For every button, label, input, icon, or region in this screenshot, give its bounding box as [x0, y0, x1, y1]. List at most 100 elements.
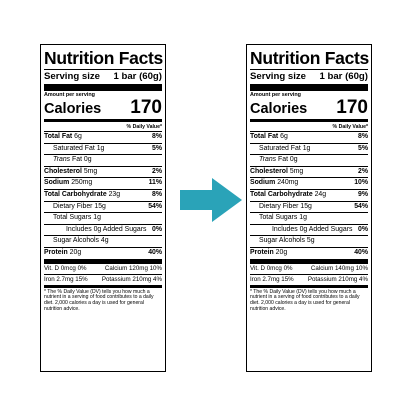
- nutrient-value: 5%: [358, 144, 368, 152]
- cholesterol-row: Cholesterol 5mg 2%: [44, 165, 162, 178]
- total-fat-row: Total Fat 6g 8%: [44, 131, 162, 143]
- nutrient-value: Cholesterol: [250, 167, 288, 175]
- serving-size-row: Serving size 1 bar (60g): [250, 71, 368, 83]
- nutrient-value: Sugar Alcohols: [53, 237, 99, 245]
- nutrient-value: 20g: [69, 248, 82, 256]
- nutrient-value: 40%: [354, 248, 368, 256]
- nutrient-value: 8%: [152, 133, 162, 140]
- nutrient-value: 5mg: [83, 167, 98, 175]
- nutrient-value: Total Sugars: [53, 214, 92, 222]
- nutrition-label-after: Nutrition Facts Serving size 1 bar (60g)…: [246, 44, 372, 372]
- total-carbohydrate-row: Total Carbohydrate 24g 9%: [250, 188, 368, 201]
- protein-row: Protein 20g 40%: [44, 246, 162, 264]
- nutrient-value: 1g: [299, 214, 307, 222]
- vitamin-d: Vit. D 0mcg 0%: [44, 264, 87, 272]
- potassium: Potassium 210mg 4%: [307, 275, 368, 283]
- sodium-row: Sodium 250mg 11%: [44, 177, 162, 189]
- label-title: Nutrition Facts: [250, 48, 369, 68]
- protein-row: Protein 20g 40%: [250, 246, 368, 264]
- nutrient-value: Sodium: [44, 179, 70, 187]
- nutrient-value: 1g: [302, 144, 311, 152]
- nutrient-value: 10%: [354, 179, 368, 187]
- nutrient-value: Total Carbohydrate: [44, 190, 107, 198]
- sugar-alcohols-row: Sugar Alcohols 4g: [44, 235, 162, 247]
- nutrient-value: 54%: [148, 202, 162, 210]
- vitamin-row-2: Iron 2.7mg 15% Potassium 210mg 4%: [250, 273, 368, 285]
- potassium: Potassium 210mg 4%: [101, 275, 162, 283]
- serving-size-label: Serving size: [250, 71, 306, 82]
- nutrient-value: Total Carbohydrate: [250, 190, 313, 198]
- vitamin-row-1: Vit. D 0mcg 0% Calcium 140mg 10%: [250, 264, 368, 274]
- dietary-fiber-row: Dietary Fiber 15g 54%: [250, 200, 368, 213]
- nutrient-value: 2%: [358, 167, 368, 175]
- vitamin-d: Vit. D 0mcg 0%: [250, 264, 293, 272]
- saturated-fat-row: Saturated Fat 1g 5%: [250, 142, 368, 155]
- nutrient-value: Protein: [250, 248, 274, 256]
- added-sugars-row: Includes 0g Added Sugars 0%: [250, 223, 368, 236]
- nutrient-value: 2%: [152, 167, 162, 175]
- nutrient-value: Trans: [259, 156, 277, 164]
- arrow-right-icon: [180, 178, 242, 222]
- vitamin-row-1: Vit. D 0mcg 0% Calcium 120mg 10%: [44, 264, 162, 274]
- nutrient-value: 1g: [93, 214, 101, 222]
- sodium-row: Sodium 240mg 10%: [250, 177, 368, 189]
- nutrient-value: 15g: [94, 202, 106, 210]
- serving-size-row: Serving size 1 bar (60g): [44, 71, 162, 83]
- nutrient-value: 6g: [74, 133, 82, 140]
- nutrient-value: 6g: [280, 133, 288, 140]
- nutrient-value: 1g: [96, 144, 105, 152]
- nutrient-value: Sugar Alcohols: [259, 237, 305, 245]
- calcium: Calcium 140mg 10%: [310, 264, 368, 272]
- serving-size-label: Serving size: [44, 71, 100, 82]
- nutrient-value: Sodium: [250, 179, 276, 187]
- nutrient-value: 40%: [148, 248, 162, 256]
- nutrient-value: Total Sugars: [259, 214, 298, 222]
- nutrient-value: 54%: [354, 202, 368, 210]
- total-fat-row: Total Fat 6g 8%: [250, 131, 368, 143]
- nutrient-value: Total Fat: [44, 133, 73, 140]
- saturated-fat-row: Saturated Fat 1g 5%: [44, 142, 162, 155]
- calories-label: Calories: [250, 101, 308, 117]
- nutrient-value: Includes 0g Added Sugars: [66, 225, 147, 233]
- calories-label: Calories: [44, 101, 102, 117]
- nutrient-value: Cholesterol: [44, 167, 82, 175]
- dietary-fiber-row: Dietary Fiber 15g 54%: [44, 200, 162, 213]
- calories-row: Calories 170: [44, 97, 162, 118]
- serving-size-value: 1 bar (60g): [113, 71, 162, 82]
- nutrient-value: Saturated Fat: [259, 144, 301, 152]
- cholesterol-row: Cholesterol 5mg 2%: [250, 165, 368, 178]
- added-sugars-row: Includes 0g Added Sugars 0%: [44, 223, 162, 236]
- nutrient-value: Fat: [72, 156, 82, 164]
- iron: Iron 2.7mg 15%: [44, 275, 88, 283]
- calcium: Calcium 120mg 10%: [104, 264, 162, 272]
- calories-row: Calories 170: [250, 97, 368, 118]
- trans-fat-row: Trans Fat 0g: [44, 154, 162, 166]
- nutrient-value: 20g: [275, 248, 288, 256]
- total-carbohydrate-row: Total Carbohydrate 23g 8%: [44, 188, 162, 201]
- calories-value: 170: [130, 97, 162, 118]
- nutrient-value: Trans: [53, 156, 71, 164]
- nutrient-value: 8%: [358, 133, 368, 140]
- nutrient-value: 240mg: [277, 179, 299, 187]
- sugar-alcohols-row: Sugar Alcohols 5g: [250, 235, 368, 247]
- nutrient-value: 5%: [152, 144, 162, 152]
- nutrient-value: 15g: [300, 202, 312, 210]
- nutrient-value: Dietary Fiber: [53, 202, 93, 210]
- nutrient-value: 5mg: [289, 167, 304, 175]
- serving-size-value: 1 bar (60g): [319, 71, 368, 82]
- amount-per-serving: Amount per serving: [44, 92, 95, 98]
- daily-value-header: % Daily Value*: [332, 124, 368, 130]
- footnote: * The % Daily Value (DV) tells you how m…: [250, 284, 368, 313]
- total-sugars-row: Total Sugars 1g: [250, 212, 368, 224]
- iron: Iron 2.7mg 15%: [250, 275, 294, 283]
- nutrient-value: 23g: [108, 190, 121, 198]
- nutrient-value: 4g: [100, 237, 109, 245]
- nutrient-value: Fat: [278, 156, 288, 164]
- total-sugars-row: Total Sugars 1g: [44, 212, 162, 224]
- nutrient-value: 0%: [152, 225, 162, 233]
- nutrient-value: Protein: [44, 248, 68, 256]
- nutrient-value: 24g: [314, 190, 327, 198]
- nutrient-value: Saturated Fat: [53, 144, 95, 152]
- calories-value: 170: [336, 97, 368, 118]
- nutrient-value: 0g: [83, 156, 92, 164]
